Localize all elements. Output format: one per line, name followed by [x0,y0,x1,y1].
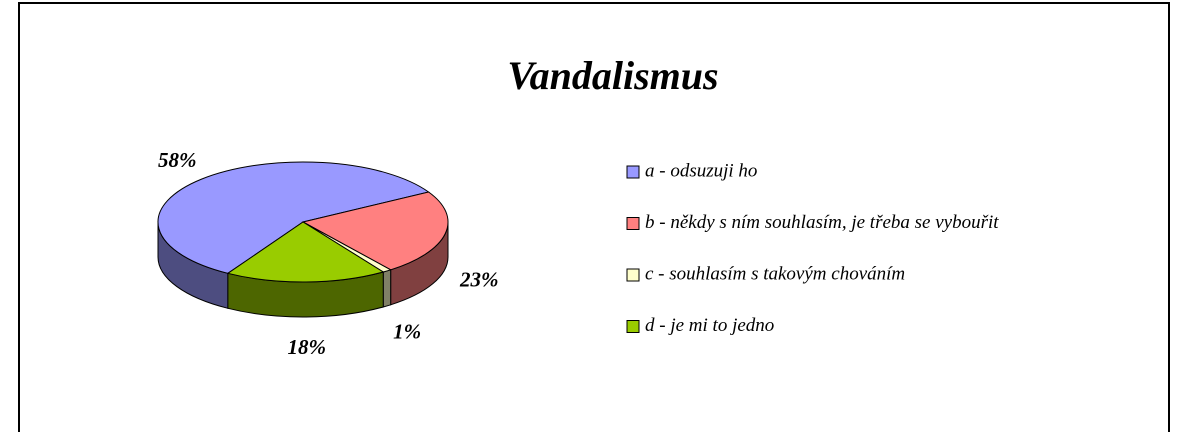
legend-label: b - někdy s ním souhlasím, je třeba se v… [645,212,999,233]
chart-title: Vandalismus [507,53,718,98]
data-label: 1% [393,319,421,343]
legend-label: c - souhlasím s takovým chováním [645,263,905,284]
pie-slice [226,221,385,283]
legend-swatch [626,217,640,230]
pie-sides [157,221,449,318]
pie-slice [157,161,430,274]
data-label: 58% [158,148,197,172]
legend-label: a - odsuzuji ho [645,160,757,181]
pie-side [382,269,392,308]
legend-swatch [626,320,640,333]
chart-frame [18,2,1170,432]
data-label: 18% [288,335,327,359]
pie-slice [301,191,449,271]
legend-swatch [626,268,640,282]
data-label: 23% [459,267,499,291]
legend-label: d - je mi to jedno [645,315,774,336]
legend-swatch [626,165,640,179]
